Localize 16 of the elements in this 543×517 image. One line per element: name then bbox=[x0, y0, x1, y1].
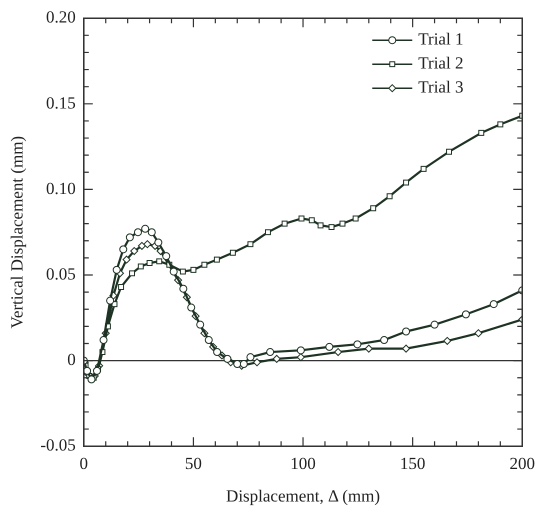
y-tick-label: 0 bbox=[67, 350, 76, 370]
y-tick-label: 0.20 bbox=[46, 8, 76, 27]
x-tick-label: 100 bbox=[290, 454, 316, 473]
legend-label: Trial 3 bbox=[418, 78, 464, 97]
y-tick-label: 0.10 bbox=[46, 178, 76, 198]
y-tick-label: -0.05 bbox=[40, 436, 76, 455]
y-tick-label: 0.15 bbox=[46, 93, 76, 112]
y-axis-title: Vertical Displacement (mm) bbox=[8, 136, 27, 329]
x-tick-label: 0 bbox=[80, 454, 88, 473]
y-tick-label: 0.05 bbox=[46, 264, 76, 284]
x-tick-label: 50 bbox=[184, 454, 202, 473]
x-tick-label: 150 bbox=[400, 454, 426, 473]
x-axis-title: Displacement, Δ (mm) bbox=[226, 486, 380, 506]
legend-label: Trial 1 bbox=[418, 30, 464, 49]
legend-label: Trial 2 bbox=[418, 54, 464, 73]
x-tick-label: 200 bbox=[510, 454, 535, 473]
